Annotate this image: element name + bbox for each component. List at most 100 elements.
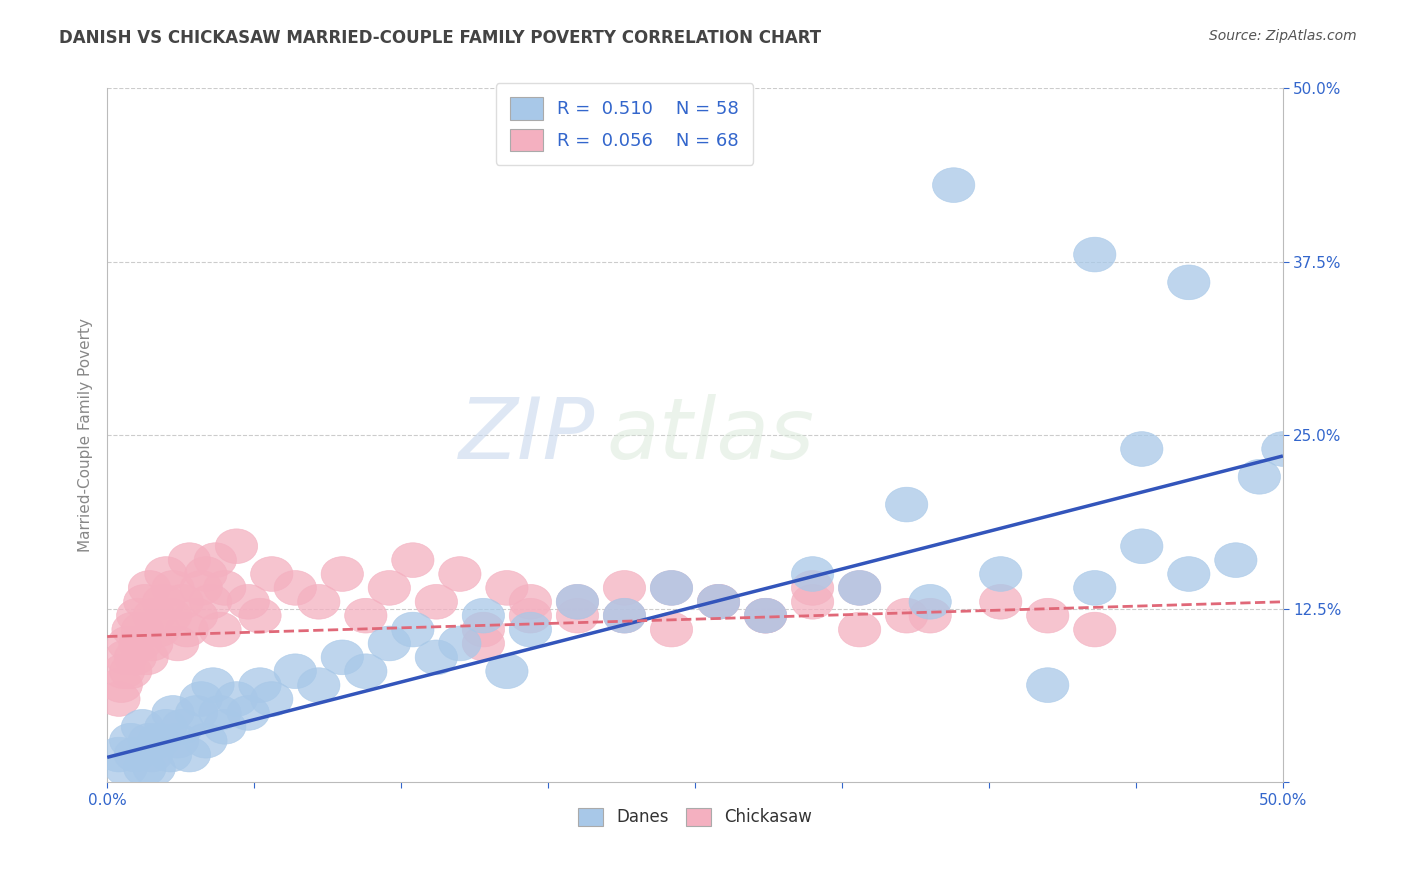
Ellipse shape — [485, 571, 529, 606]
Ellipse shape — [191, 668, 235, 703]
Ellipse shape — [127, 640, 169, 674]
Ellipse shape — [463, 626, 505, 661]
Ellipse shape — [509, 612, 551, 647]
Ellipse shape — [184, 557, 228, 591]
Ellipse shape — [250, 557, 292, 591]
Ellipse shape — [603, 599, 645, 633]
Ellipse shape — [180, 681, 222, 716]
Ellipse shape — [344, 654, 387, 689]
Ellipse shape — [298, 584, 340, 619]
Ellipse shape — [509, 599, 551, 633]
Ellipse shape — [100, 668, 142, 703]
Ellipse shape — [603, 571, 645, 606]
Ellipse shape — [121, 709, 163, 744]
Ellipse shape — [194, 542, 236, 577]
Ellipse shape — [274, 654, 316, 689]
Ellipse shape — [198, 696, 242, 731]
Ellipse shape — [415, 640, 457, 674]
Ellipse shape — [980, 557, 1022, 591]
Ellipse shape — [557, 584, 599, 619]
Ellipse shape — [792, 557, 834, 591]
Ellipse shape — [1215, 542, 1257, 577]
Ellipse shape — [557, 584, 599, 619]
Ellipse shape — [980, 584, 1022, 619]
Ellipse shape — [176, 696, 218, 731]
Ellipse shape — [250, 681, 292, 716]
Ellipse shape — [509, 584, 551, 619]
Ellipse shape — [110, 654, 152, 689]
Ellipse shape — [131, 626, 173, 661]
Ellipse shape — [152, 571, 194, 606]
Ellipse shape — [162, 709, 204, 744]
Text: Source: ZipAtlas.com: Source: ZipAtlas.com — [1209, 29, 1357, 43]
Ellipse shape — [392, 542, 434, 577]
Ellipse shape — [415, 584, 457, 619]
Ellipse shape — [557, 599, 599, 633]
Ellipse shape — [697, 584, 740, 619]
Legend: Danes, Chickasaw: Danes, Chickasaw — [571, 801, 818, 833]
Ellipse shape — [321, 640, 364, 674]
Ellipse shape — [180, 571, 222, 606]
Ellipse shape — [204, 709, 246, 744]
Ellipse shape — [176, 599, 218, 633]
Ellipse shape — [107, 626, 149, 661]
Ellipse shape — [128, 571, 170, 606]
Ellipse shape — [1121, 529, 1163, 564]
Ellipse shape — [128, 723, 170, 758]
Ellipse shape — [651, 571, 693, 606]
Ellipse shape — [838, 571, 880, 606]
Ellipse shape — [162, 584, 204, 619]
Ellipse shape — [98, 681, 141, 716]
Ellipse shape — [910, 584, 952, 619]
Ellipse shape — [149, 737, 191, 772]
Ellipse shape — [932, 168, 974, 202]
Ellipse shape — [1121, 432, 1163, 467]
Ellipse shape — [298, 668, 340, 703]
Ellipse shape — [228, 584, 270, 619]
Ellipse shape — [1026, 668, 1069, 703]
Ellipse shape — [463, 612, 505, 647]
Ellipse shape — [344, 599, 387, 633]
Ellipse shape — [1261, 432, 1303, 467]
Ellipse shape — [145, 557, 187, 591]
Ellipse shape — [198, 612, 242, 647]
Ellipse shape — [149, 599, 191, 633]
Ellipse shape — [105, 640, 148, 674]
Ellipse shape — [697, 584, 740, 619]
Ellipse shape — [439, 626, 481, 661]
Ellipse shape — [215, 529, 257, 564]
Ellipse shape — [744, 599, 787, 633]
Ellipse shape — [368, 626, 411, 661]
Ellipse shape — [321, 557, 364, 591]
Ellipse shape — [485, 654, 529, 689]
Ellipse shape — [142, 584, 184, 619]
Ellipse shape — [838, 612, 880, 647]
Ellipse shape — [228, 696, 270, 731]
Ellipse shape — [114, 737, 156, 772]
Ellipse shape — [169, 737, 211, 772]
Ellipse shape — [239, 668, 281, 703]
Ellipse shape — [1167, 557, 1211, 591]
Ellipse shape — [697, 584, 740, 619]
Ellipse shape — [239, 599, 281, 633]
Ellipse shape — [368, 571, 411, 606]
Ellipse shape — [124, 584, 166, 619]
Ellipse shape — [651, 571, 693, 606]
Ellipse shape — [169, 542, 211, 577]
Ellipse shape — [204, 571, 246, 606]
Ellipse shape — [274, 571, 316, 606]
Ellipse shape — [1026, 599, 1069, 633]
Ellipse shape — [117, 599, 159, 633]
Ellipse shape — [190, 584, 232, 619]
Ellipse shape — [131, 737, 173, 772]
Ellipse shape — [103, 654, 145, 689]
Text: ZIP: ZIP — [458, 393, 595, 476]
Y-axis label: Married-Couple Family Poverty: Married-Couple Family Poverty — [79, 318, 93, 552]
Ellipse shape — [1239, 459, 1281, 494]
Ellipse shape — [134, 599, 176, 633]
Ellipse shape — [112, 612, 155, 647]
Ellipse shape — [1074, 612, 1116, 647]
Text: atlas: atlas — [607, 393, 815, 476]
Ellipse shape — [886, 599, 928, 633]
Ellipse shape — [439, 557, 481, 591]
